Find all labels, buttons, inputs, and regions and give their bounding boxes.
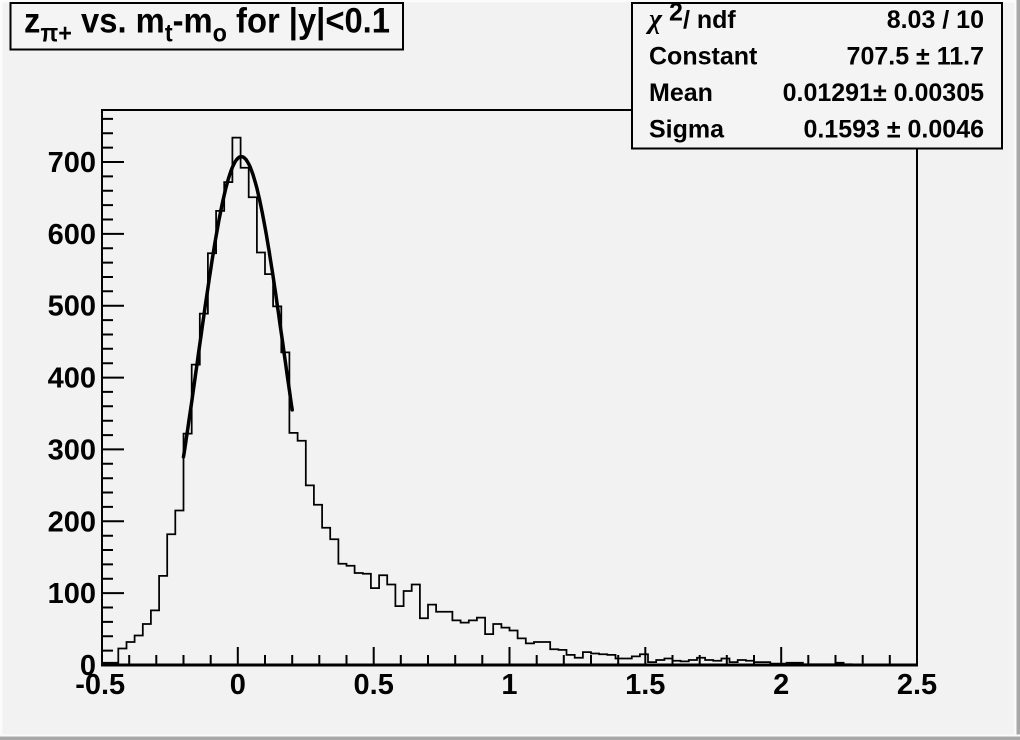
svg-text:2.5: 2.5 — [897, 669, 937, 701]
svg-text:500: 500 — [48, 291, 96, 323]
svg-text:2: 2 — [773, 669, 789, 701]
svg-text:100: 100 — [48, 578, 96, 610]
svg-text:-0.5: -0.5 — [75, 669, 125, 701]
svg-text:Sigma: Sigma — [649, 115, 725, 143]
svg-text:2: 2 — [669, 0, 683, 27]
svg-text:χ: χ — [645, 4, 663, 35]
svg-text:600: 600 — [48, 219, 96, 251]
svg-text:700: 700 — [48, 147, 96, 179]
svg-text:200: 200 — [48, 506, 96, 538]
svg-text:zπ+ vs. mt-mo for |y|<0.1: zπ+ vs. mt-mo for |y|<0.1 — [24, 2, 390, 48]
svg-text:400: 400 — [48, 363, 96, 395]
svg-text:707.5 ± 11.7: 707.5 ± 11.7 — [847, 43, 984, 71]
svg-text:0.1593 ± 0.0046: 0.1593 ± 0.0046 — [803, 115, 984, 143]
svg-text:0.5: 0.5 — [354, 669, 394, 701]
svg-text:Constant: Constant — [649, 43, 758, 71]
svg-text:/ ndf: / ndf — [683, 6, 736, 34]
svg-text:1: 1 — [501, 669, 517, 701]
svg-text:1.5: 1.5 — [625, 669, 665, 701]
svg-text:0: 0 — [80, 650, 96, 682]
svg-text:300: 300 — [48, 434, 96, 466]
svg-text:8.03 / 10: 8.03 / 10 — [887, 6, 984, 34]
svg-text:Mean: Mean — [649, 79, 713, 107]
svg-text:0.01291± 0.00305: 0.01291± 0.00305 — [783, 79, 985, 107]
svg-text:0: 0 — [230, 669, 246, 701]
